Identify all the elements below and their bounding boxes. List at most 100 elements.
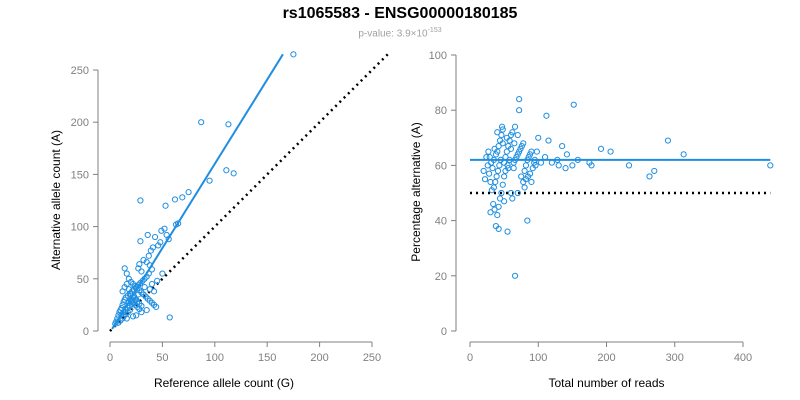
left-data-point	[153, 303, 160, 311]
right-y-tick-label: 0	[441, 326, 447, 338]
right-data-point	[496, 162, 503, 169]
right-data-point	[563, 151, 571, 158]
left-data-point	[155, 242, 162, 249]
right-data-point	[494, 129, 501, 136]
right-data-point	[597, 145, 605, 152]
right-y-tick-label: 60	[435, 160, 447, 172]
chart-title: rs1065583 - ENSG00000180185	[282, 5, 518, 22]
right-data-point	[533, 148, 540, 155]
right-data-point	[511, 140, 518, 147]
left-data-point	[171, 196, 179, 203]
left-data-point	[154, 277, 161, 284]
left-y-tick-label: 100	[71, 222, 89, 234]
left-y-tick-label: 150	[71, 169, 89, 181]
left-y-axis-label: Alternative allele count (A)	[49, 130, 63, 270]
right-data-point	[514, 189, 521, 197]
right-data-point	[493, 173, 500, 180]
left-fit-line	[111, 53, 284, 330]
right-y-tick-label: 80	[435, 105, 447, 117]
right-x-tick-label: 200	[597, 352, 615, 364]
left-data-point	[206, 177, 213, 184]
right-data-point	[535, 134, 542, 141]
right-data-point	[522, 176, 530, 183]
left-y-tick-label: 250	[71, 65, 89, 77]
right-data-point	[510, 165, 517, 172]
right-y-tick-label: 20	[435, 271, 447, 283]
left-data-point	[166, 314, 173, 321]
right-data-point	[486, 170, 493, 177]
left-data-point	[179, 194, 186, 201]
right-data-point	[495, 203, 502, 210]
chart-subtitle: p-value: 3.9×10-153	[0, 27, 800, 39]
right-data-point	[522, 162, 530, 169]
left-x-axis-label: Reference allele count (G)	[154, 376, 294, 390]
right-data-point	[485, 148, 492, 155]
right-data-point	[625, 162, 633, 169]
right-data-point	[509, 129, 516, 136]
right-data-point	[505, 142, 512, 150]
right-x-axis-label: Total number of reads	[548, 376, 664, 390]
subtitle-prefix: p-value: 3.9×10	[358, 28, 428, 40]
right-data-point	[504, 228, 511, 235]
left-data-point	[158, 227, 165, 234]
left-data-point	[137, 238, 144, 245]
right-data-point	[499, 140, 506, 147]
right-data-point	[492, 178, 499, 186]
left-data-point	[137, 197, 144, 204]
left-y-tick-label: 200	[71, 117, 89, 129]
right-data-point	[503, 134, 510, 141]
right-data-point	[516, 107, 523, 114]
right-data-point	[555, 162, 562, 169]
left-data-point	[123, 270, 130, 277]
right-data-point	[570, 101, 577, 108]
subtitle-exponent: -153	[427, 27, 442, 34]
right-data-point	[511, 272, 519, 279]
right-data-point	[490, 200, 497, 208]
right-data-point	[501, 173, 508, 180]
right-data-point	[664, 137, 672, 144]
right-data-point	[545, 137, 552, 144]
left-data-point	[143, 307, 150, 314]
right-data-point	[498, 189, 505, 197]
right-data-point	[526, 170, 534, 177]
right-data-point	[562, 165, 569, 172]
right-data-point	[487, 209, 494, 216]
right-data-point	[494, 211, 501, 219]
left-data-point	[223, 167, 230, 174]
right-data-point	[528, 178, 535, 186]
right-y-tick-label: 100	[429, 50, 447, 62]
left-data-point	[147, 247, 154, 254]
right-data-point	[489, 165, 496, 172]
right-data-point	[498, 123, 506, 130]
right-data-point	[646, 173, 653, 180]
right-data-point	[494, 167, 502, 175]
right-y-axis-label: Percentage alternative (A)	[409, 122, 423, 261]
right-data-point	[496, 195, 504, 202]
right-data-point	[498, 131, 505, 139]
right-data-point	[516, 96, 523, 103]
right-data-point	[524, 217, 531, 224]
right-data-point	[490, 184, 497, 191]
right-data-point	[532, 162, 539, 169]
left-data-point	[133, 312, 140, 319]
right-data-point	[499, 181, 506, 188]
left-x-tick-label: 0	[107, 352, 113, 364]
left-data-point	[119, 288, 126, 295]
left-x-tick-label: 200	[310, 352, 328, 364]
left-x-tick-label: 150	[258, 352, 276, 364]
right-data-point	[509, 195, 516, 202]
left-data-point	[140, 256, 147, 264]
right-data-point	[569, 162, 576, 169]
left-data-point	[225, 121, 232, 128]
left-x-tick-label: 50	[156, 352, 168, 364]
right-data-point	[521, 167, 528, 175]
right-data-point	[651, 167, 658, 175]
right-data-point	[491, 206, 498, 213]
right-data-point	[507, 189, 515, 197]
right-data-point	[495, 142, 502, 150]
left-data-point	[123, 315, 130, 322]
left-data-point	[151, 233, 159, 241]
left-data-point	[290, 51, 297, 58]
